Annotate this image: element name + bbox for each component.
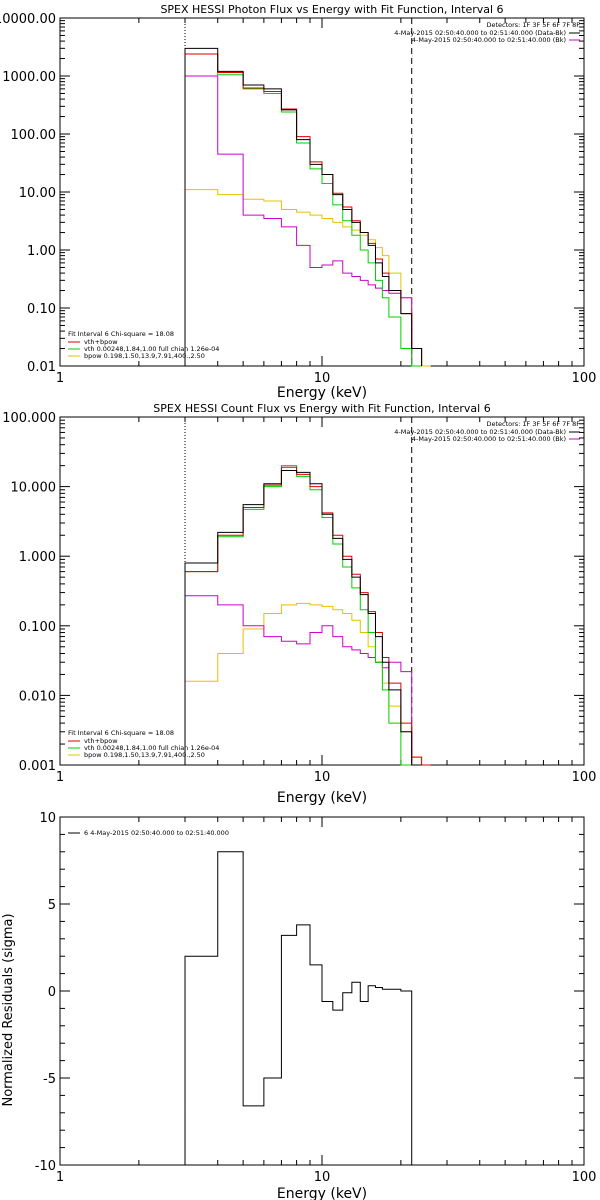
count-y-tick-label: 0.010 (19, 689, 56, 704)
photon-series-background (184, 75, 413, 366)
photon-series-total_fit (184, 53, 423, 366)
count-axes-frame (59, 416, 585, 766)
photon-y-tick-label: 10000.00 (0, 12, 56, 27)
photon-x-tick-label: 100 (572, 371, 597, 386)
photon-series-vth (184, 53, 422, 367)
photon-chart-title: SPEX HESSI Photon Flux vs Energy with Fi… (160, 3, 503, 16)
count-legend-entry: vth+bpow (84, 737, 118, 745)
photon-y-tick-label: 0.10 (27, 302, 56, 317)
photon-legend-entry: 4-May-2015 02:50:40.000 to 02:51:40.000 … (394, 29, 566, 37)
residuals-x-tick-label: 1 (56, 1170, 64, 1185)
photon-y-tick-label: 0.01 (27, 360, 56, 375)
photon-legend-detectors: Detectors: 1F 3F 5F 6F 7F 8F (486, 21, 580, 29)
photon-legend-entry: 4-May-2015 02:50:40.000 to 02:51:40.000 … (412, 36, 566, 44)
residuals-y-tick-label: 5 (48, 898, 56, 913)
residuals-y-tick-label: 0 (48, 985, 56, 1000)
residuals-y-tick-label: -10 (35, 1159, 56, 1174)
count-y-tick-label: 10.000 (11, 481, 57, 496)
residuals-y-tick-label: 10 (39, 811, 56, 826)
photon-x-tick-label: 10 (314, 371, 331, 386)
residuals-panel: Energy (keV) Normalized Residuals (sigma… (1, 811, 596, 1200)
count-legend-entry: 4-May-2015 02:50:40.000 to 02:51:40.000 … (394, 428, 566, 436)
residuals-x-tick-label: 100 (572, 1170, 597, 1185)
photon-axes-frame (59, 17, 585, 367)
count-y-tick-label: 1.000 (19, 550, 56, 565)
count-x-tick-label: 1 (56, 770, 64, 785)
residuals-series-data (184, 851, 413, 1165)
residuals-y-axis-label: Normalized Residuals (sigma) (1, 913, 16, 1106)
count-y-tick-label: 0.001 (19, 759, 56, 774)
photon-legend-fit-header: Fit Interval 6 Chi-square = 18.08 (68, 330, 174, 338)
count-legend-fit-header: Fit Interval 6 Chi-square = 18.08 (68, 729, 174, 737)
photon-x-axis-label: Energy (keV) (277, 385, 367, 401)
count-x-tick-label: 10 (314, 770, 331, 785)
count-y-tick-label: 0.100 (19, 620, 56, 635)
photon-legend-entry: vth 0.00248,1.84,1.00 full chian 1.26e-0… (84, 345, 219, 353)
photon-legend-entry: bpow 0.198,1.50,13.9,7.91,400.,2.50 (84, 352, 205, 360)
count-series-bpow (184, 602, 423, 765)
count-legend-entry: vth 0.00248,1.84,1.00 full chian 1.26e-0… (84, 744, 219, 752)
count-series-data (184, 470, 422, 766)
count-chart-title: SPEX HESSI Count Flux vs Energy with Fit… (153, 402, 490, 415)
count-y-tick-label: 100.000 (2, 411, 56, 426)
count-series-total_fit (184, 466, 431, 766)
count-legend-detectors: Detectors: 1F 3F 5F 6F 7F 8F (486, 420, 580, 428)
photon-y-tick-label: 10.00 (19, 186, 56, 201)
count-flux-panel: SPEX HESSI Count Flux vs Energy with Fit… (2, 402, 596, 806)
residuals-x-tick-label: 10 (314, 1170, 331, 1185)
photon-x-tick-label: 1 (56, 371, 64, 386)
count-series-vth (184, 465, 412, 766)
count-series-background (184, 595, 413, 765)
count-x-axis-label: Energy (keV) (277, 790, 367, 806)
residuals-y-tick-label: -5 (43, 1072, 56, 1087)
residuals-x-axis-label: Energy (keV) (277, 1186, 367, 1200)
photon-legend-entry: vth+bpow (84, 338, 118, 346)
count-x-tick-label: 100 (572, 770, 597, 785)
photon-flux-panel: SPEX HESSI Photon Flux vs Energy with Fi… (0, 3, 596, 401)
count-legend-entry: 4-May-2015 02:50:40.000 to 02:51:40.000 … (412, 435, 566, 443)
photon-y-tick-label: 100.00 (11, 128, 57, 143)
photon-series-bpow (184, 189, 431, 367)
photon-y-tick-label: 1000.00 (2, 70, 56, 85)
photon-y-tick-label: 1.00 (27, 244, 56, 259)
photon-series-data (184, 47, 423, 366)
residuals-legend-entry: 6 4-May-2015 02:50:40.000 to 02:51:40.00… (84, 829, 229, 837)
count-legend-entry: bpow 0.198,1.50,13.9,7.91,400.,2.50 (84, 751, 205, 759)
